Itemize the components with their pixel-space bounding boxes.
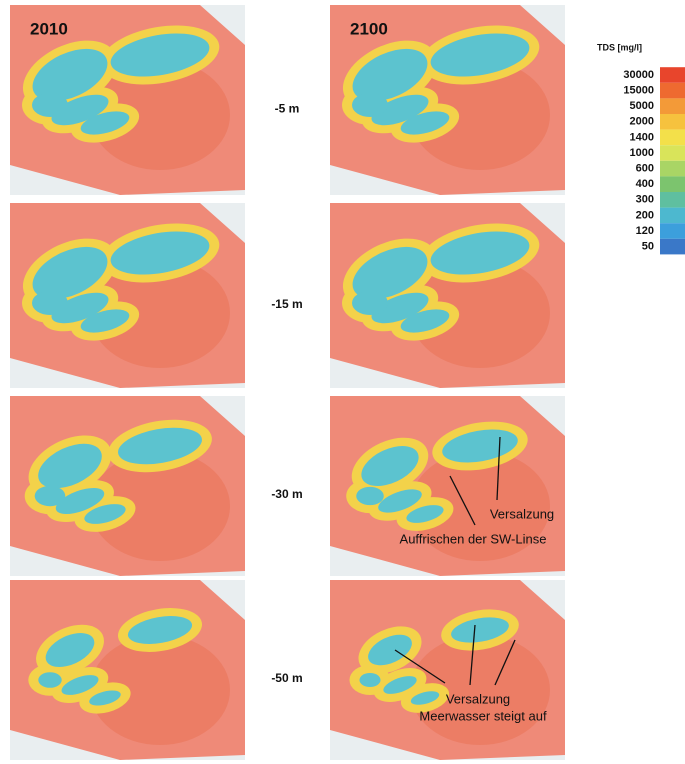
- annotation: Auffrischen der SW-Linse: [400, 531, 547, 546]
- depth-label: -15 m: [271, 297, 302, 311]
- annotation: Versalzung: [446, 691, 510, 706]
- legend-title: TDS [mg/l]: [597, 42, 642, 52]
- legend-label: 5000: [630, 100, 654, 112]
- map-panel: [10, 396, 245, 576]
- legend-label: 600: [636, 163, 654, 175]
- freshwater-lens: [32, 93, 68, 117]
- legend-swatch: [660, 208, 685, 224]
- depth-label: -30 m: [271, 487, 302, 501]
- freshwater-lens: [38, 672, 61, 688]
- map-panel: [330, 203, 565, 388]
- legend-swatch: [660, 83, 685, 99]
- legend-label: 300: [636, 194, 654, 206]
- freshwater-lens: [359, 673, 380, 687]
- column-title: 2010: [30, 19, 68, 38]
- legend: 30000 15000 5000 2000 1400 1000 600 400 300 200 12…: [623, 67, 685, 254]
- freshwater-lens: [35, 486, 66, 506]
- legend-swatch: [660, 223, 685, 239]
- depth-label: -50 m: [271, 671, 302, 685]
- legend-label: 400: [636, 178, 654, 190]
- legend-swatch: [660, 176, 685, 192]
- legend-swatch: [660, 67, 685, 83]
- map-panel: [330, 396, 565, 576]
- legend-label: 30000: [623, 69, 654, 81]
- legend-label: 200: [636, 209, 654, 221]
- map-panels: [10, 5, 565, 760]
- legend-label: 50: [642, 241, 654, 253]
- legend-label: 1400: [630, 131, 654, 143]
- legend-label: 120: [636, 225, 654, 237]
- annotation: Meerwasser steigt auf: [419, 708, 547, 723]
- legend-swatch: [660, 130, 685, 146]
- map-panel: [10, 203, 245, 388]
- legend-swatch: [660, 192, 685, 208]
- map-panel: [330, 580, 565, 760]
- freshwater-lens: [32, 291, 68, 315]
- figure: Versalzung Auffrischen der SW-Linse Vers…: [0, 0, 685, 764]
- legend-label: 1000: [630, 147, 654, 159]
- legend-label: 2000: [630, 116, 654, 128]
- legend-swatch: [660, 161, 685, 177]
- legend-swatch: [660, 145, 685, 161]
- freshwater-lens: [352, 291, 388, 315]
- legend-swatch: [660, 114, 685, 130]
- legend-label: 15000: [623, 85, 654, 97]
- legend-swatch: [660, 98, 685, 114]
- annotation: Versalzung: [490, 506, 554, 521]
- map-panel: [10, 580, 245, 760]
- column-title: 2100: [350, 19, 388, 38]
- legend-swatch: [660, 239, 685, 255]
- freshwater-lens: [352, 93, 388, 117]
- depth-label: -5 m: [275, 102, 300, 116]
- freshwater-lens: [356, 487, 384, 505]
